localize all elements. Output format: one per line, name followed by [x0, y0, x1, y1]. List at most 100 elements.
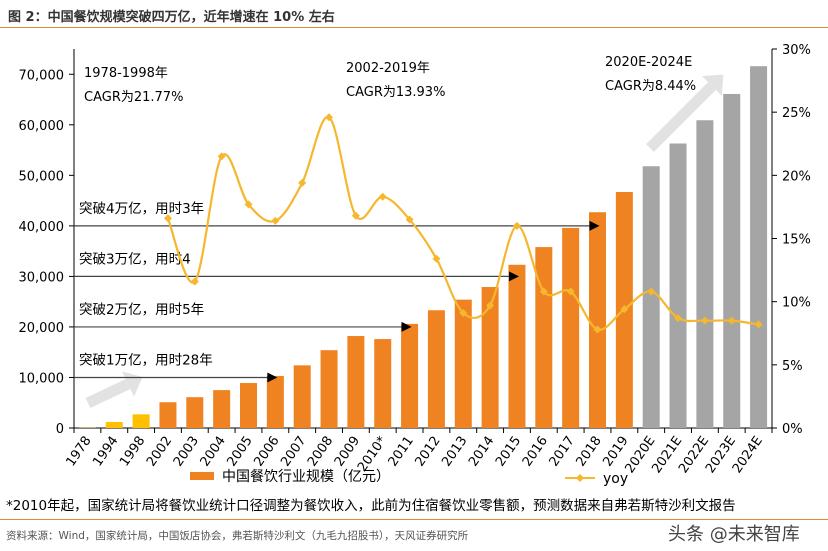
source-text: 资料来源：Wind，国家统计局，中国饭店协会，弗若斯特沙利文（九毛九招股书），天… — [6, 530, 469, 542]
x-tick-label: 2011 — [386, 434, 417, 470]
milestone-arrowhead — [267, 372, 278, 383]
x-tick-label: 2002 — [144, 434, 175, 470]
x-tick-label: 2005 — [225, 434, 256, 470]
x-tick-label: 2017 — [547, 434, 578, 470]
x-tick-label: 2015 — [493, 434, 524, 470]
yoy-point-2002 — [163, 214, 172, 223]
bar-1998 — [132, 414, 150, 428]
yoy-point-2012 — [432, 254, 441, 263]
bar-2021E — [669, 143, 687, 429]
yoy-point-2004 — [217, 152, 226, 161]
bar-2022E — [696, 120, 714, 428]
legend-bar-label: 中国餐饮行业规模（亿元） — [222, 469, 390, 485]
milestone-label: 突破3万亿，用时4 — [79, 251, 191, 267]
legend-line-label: yoy — [603, 471, 628, 487]
cagr-period: 2020E-2024E — [605, 55, 692, 70]
yoy-point-2015 — [512, 221, 521, 230]
bar-2002 — [159, 402, 177, 428]
bar-2016 — [535, 247, 553, 428]
x-tick-label: 2016 — [520, 434, 551, 470]
footnote: *2010年起，国家统计局将餐饮业统计口径调整为餐饮收入，此前为住宿餐饮业零售额… — [6, 498, 736, 514]
left-tick-label: 20,000 — [19, 321, 65, 336]
legend-bar-swatch — [190, 472, 214, 480]
bar-2003 — [186, 397, 204, 428]
bar-2014 — [481, 287, 499, 428]
bar-2024E — [750, 66, 768, 428]
bar-1994 — [105, 421, 123, 428]
bar-2007 — [293, 365, 311, 428]
left-tick-label: 40,000 — [19, 220, 65, 235]
watermark: 头条 @未来智库 — [668, 524, 800, 545]
yoy-point-2007 — [298, 178, 307, 187]
right-tick-label: 30% — [782, 43, 811, 58]
left-tick-label: 0 — [56, 422, 64, 437]
yoy-point-2018 — [593, 325, 602, 334]
milestone-label: 突破2万亿，用时5年 — [79, 302, 204, 318]
yoy-point-2008 — [325, 113, 334, 122]
chart: 0 10,000 20,000 30,000 40,000 50,000 60,000 70,… — [19, 43, 811, 487]
bar-2018 — [589, 212, 606, 428]
yoy-point-2014 — [486, 301, 495, 310]
x-tick-label: 2008 — [305, 434, 336, 470]
x-tick-label: 2018 — [574, 434, 605, 470]
right-tick-label: 15% — [782, 233, 811, 248]
cagr-value: CAGR为21.77% — [84, 90, 183, 105]
x-tick-label: 1994 — [90, 434, 121, 470]
x-tick-label: 2003 — [171, 434, 202, 470]
x-tick-label: 2012 — [412, 434, 443, 470]
left-tick-label: 50,000 — [19, 169, 65, 184]
bar-2012 — [427, 310, 445, 428]
yoy-point-2003 — [190, 277, 199, 286]
cagr-period: 1978-1998年 — [84, 66, 168, 81]
figure-title: 图 2：中国餐饮规模突破四万亿，近年增速在 10% 左右 — [8, 10, 335, 25]
bar-2011 — [401, 323, 419, 428]
bar-2013 — [454, 299, 472, 428]
left-tick-label: 10,000 — [19, 371, 65, 386]
trend-arrow-forecast — [646, 82, 716, 152]
bar-2017 — [562, 227, 580, 428]
milestone-label: 突破1万亿，用时28年 — [79, 352, 213, 368]
title-divider — [0, 27, 828, 28]
yoy-point-2024E — [754, 320, 763, 329]
yoy-point-2019 — [620, 305, 629, 314]
milestone-label: 突破4万亿，用时3年 — [79, 201, 204, 217]
bar-2010* — [374, 339, 392, 428]
milestone-arrowhead — [508, 271, 519, 282]
milestone-arrowhead — [589, 220, 600, 231]
yoy-point-2005 — [244, 200, 253, 209]
bar-2015 — [508, 264, 526, 428]
cagr-period: 2002-2019年 — [346, 61, 430, 76]
bar-2006 — [266, 375, 284, 428]
x-tick-label: 2007 — [278, 434, 309, 470]
yoy-point-2022E — [700, 316, 709, 325]
yoy-point-2021E — [674, 314, 683, 323]
source-divider — [0, 519, 828, 520]
x-tick-label: 2014 — [466, 434, 497, 470]
yoy-point-2010* — [378, 192, 387, 201]
x-tick-label: 2004 — [198, 434, 229, 470]
left-tick-label: 60,000 — [19, 119, 65, 134]
right-tick-label: 10% — [782, 296, 811, 311]
x-tick-label: 2013 — [439, 434, 470, 470]
bar-2009 — [347, 336, 365, 428]
bar-2023E — [723, 93, 741, 428]
right-tick-label: 20% — [782, 169, 811, 184]
bar-2005 — [240, 383, 257, 428]
right-tick-label: 5% — [782, 359, 803, 374]
cagr-value: CAGR为8.44% — [605, 79, 696, 94]
legend-line-marker — [576, 474, 584, 482]
right-tick-label: 0% — [782, 422, 803, 437]
cagr-value: CAGR为13.93% — [346, 85, 445, 100]
x-tick-label: 1978 — [63, 434, 94, 470]
x-tick-label: 1998 — [117, 434, 148, 470]
milestone-arrowhead — [401, 321, 412, 332]
bar-2004 — [213, 390, 231, 428]
yoy-point-2016 — [539, 287, 548, 296]
yoy-point-2023E — [727, 316, 736, 325]
left-tick-label: 70,000 — [19, 68, 65, 83]
yoy-point-2009 — [351, 211, 360, 220]
yoy-point-2006 — [271, 216, 280, 225]
yoy-point-2017 — [566, 287, 575, 296]
trend-arrow-forecast-head — [702, 74, 724, 96]
